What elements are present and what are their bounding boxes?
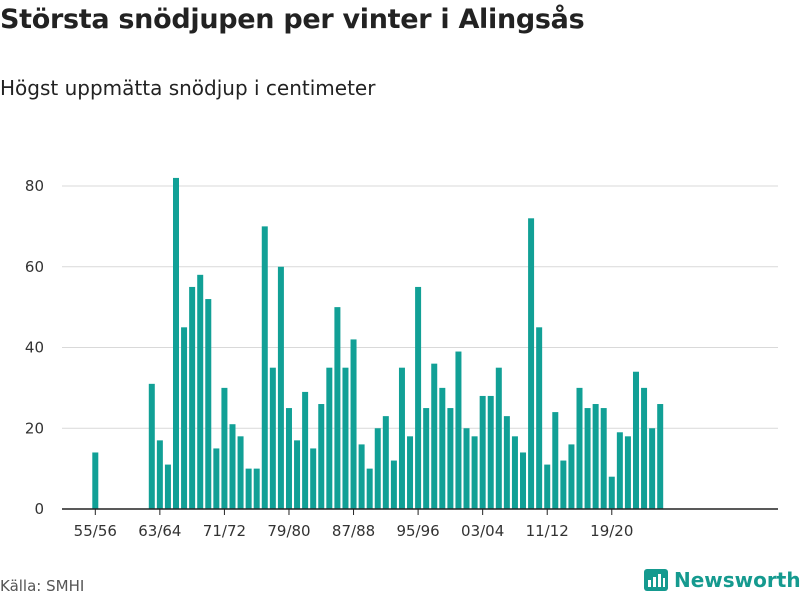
bar bbox=[584, 408, 591, 509]
bar bbox=[156, 440, 163, 509]
bar bbox=[431, 363, 438, 509]
bar bbox=[608, 476, 615, 509]
bar bbox=[253, 468, 260, 509]
y-tick-label: 20 bbox=[25, 419, 44, 437]
bar bbox=[326, 367, 333, 509]
bar bbox=[205, 299, 212, 509]
bar bbox=[600, 408, 607, 509]
bar bbox=[624, 436, 631, 509]
bar bbox=[455, 351, 462, 509]
y-tick-label: 60 bbox=[25, 258, 44, 276]
bar bbox=[221, 387, 228, 509]
x-tick-label: 55/56 bbox=[74, 522, 117, 540]
bar bbox=[423, 408, 430, 509]
bar bbox=[382, 416, 389, 509]
chart-subtitle: Högst uppmätta snödjup i centimeter bbox=[0, 76, 376, 100]
bar bbox=[649, 428, 656, 509]
brand-name: Newsworthy bbox=[674, 568, 800, 592]
x-tick-label: 63/64 bbox=[138, 522, 181, 540]
x-tick-label: 79/80 bbox=[267, 522, 310, 540]
bar bbox=[237, 436, 244, 509]
bar bbox=[277, 266, 284, 509]
bar bbox=[536, 327, 543, 509]
bar bbox=[407, 436, 414, 509]
bar bbox=[568, 444, 575, 509]
x-tick-label: 03/04 bbox=[461, 522, 504, 540]
bar bbox=[415, 286, 422, 509]
bar bbox=[398, 367, 405, 509]
bar bbox=[245, 468, 252, 509]
bar bbox=[657, 404, 664, 509]
bar bbox=[334, 307, 341, 509]
source-note: Källa: SMHI bbox=[0, 577, 85, 595]
bar bbox=[148, 383, 155, 509]
bar bbox=[503, 416, 510, 509]
bar bbox=[439, 387, 446, 509]
x-tick-label: 95/96 bbox=[396, 522, 439, 540]
chart-title: Största snödjupen per vinter i Alingsås bbox=[0, 4, 585, 35]
bar bbox=[632, 371, 639, 509]
bar bbox=[560, 460, 567, 509]
bar bbox=[261, 226, 268, 509]
bar bbox=[616, 432, 623, 509]
y-tick-label: 80 bbox=[25, 177, 44, 195]
bar bbox=[269, 367, 276, 509]
bar bbox=[447, 408, 454, 509]
bar bbox=[479, 395, 486, 509]
bar bbox=[641, 387, 648, 509]
bar bbox=[511, 436, 518, 509]
bar bbox=[310, 448, 317, 509]
bar bbox=[390, 460, 397, 509]
bar bbox=[350, 339, 357, 509]
bar bbox=[92, 452, 99, 509]
bar bbox=[374, 428, 381, 509]
bar bbox=[213, 448, 220, 509]
bar bbox=[366, 468, 373, 509]
bar bbox=[463, 428, 470, 509]
x-tick-label: 87/88 bbox=[332, 522, 375, 540]
bar bbox=[528, 218, 535, 510]
bar bbox=[471, 436, 478, 509]
bar bbox=[181, 327, 188, 509]
bar bbox=[576, 387, 583, 509]
bar bbox=[358, 444, 365, 509]
x-tick-label: 19/20 bbox=[590, 522, 633, 540]
bar bbox=[495, 367, 502, 509]
bar bbox=[342, 367, 349, 509]
bar bbox=[318, 404, 325, 509]
bar bbox=[520, 452, 527, 509]
bar bbox=[173, 177, 179, 510]
bar bbox=[285, 408, 292, 509]
bar bbox=[552, 412, 559, 509]
bar bbox=[229, 424, 236, 509]
newsworthy-logo-icon bbox=[644, 569, 668, 591]
bar bbox=[164, 464, 171, 509]
bar bbox=[197, 274, 204, 509]
y-tick-label: 0 bbox=[34, 500, 44, 518]
bar bbox=[592, 404, 599, 509]
bar bbox=[189, 286, 196, 509]
y-tick-label: 40 bbox=[25, 339, 44, 357]
bar bbox=[294, 440, 301, 509]
bar bbox=[544, 464, 551, 509]
bar bbox=[302, 391, 309, 509]
x-tick-label: 71/72 bbox=[203, 522, 246, 540]
brand-logo: Newsworthy bbox=[644, 568, 800, 592]
bar bbox=[487, 395, 494, 509]
x-tick-label: 11/12 bbox=[526, 522, 569, 540]
